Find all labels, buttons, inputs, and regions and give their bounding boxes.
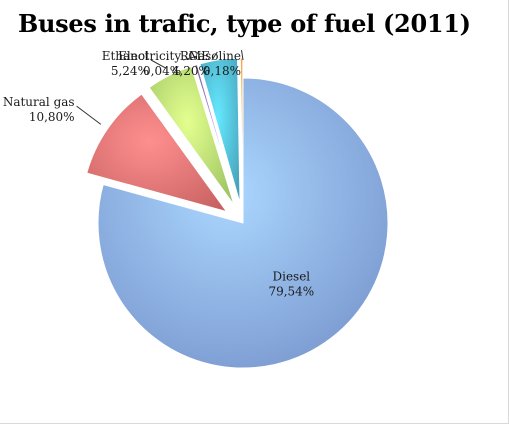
chart-title: Buses in trafic, type of fuel (2011) (18, 9, 471, 38)
pie-slice-ethanol (148, 65, 235, 206)
slice-name: Ethanol (102, 49, 149, 63)
slice-value: 0,04% (143, 64, 181, 78)
pie-slice-rme (199, 57, 241, 204)
slice-name: Electricity (118, 49, 181, 63)
leader-line-natural-gas (76, 105, 102, 125)
slice-label-natural-gas: Natural gas 10,80% (3, 95, 75, 124)
slice-name: Natural gas (3, 95, 75, 109)
leader-line-electricity (183, 56, 194, 61)
slice-name: Gasoline (188, 49, 241, 63)
slice-label-electricity: Electricity 0,04% (118, 49, 181, 78)
slice-value: 10,80% (29, 110, 75, 124)
slice-name: RME (180, 49, 210, 63)
pie-slice-natural-gas (86, 93, 228, 213)
pie-slice-gasoline (239, 57, 244, 204)
slice-value: 4,20% (172, 64, 210, 78)
leader-line-ethanol (150, 59, 167, 69)
slice-name: Diesel (272, 269, 310, 283)
slice-value: 5,24% (111, 64, 149, 78)
slice-label-gasoline: Gasoline 0,18% (188, 49, 241, 78)
slice-value: 0,18% (203, 64, 241, 78)
slice-label-diesel: Diesel 79,54% (268, 269, 314, 298)
slice-value: 79,54% (268, 284, 314, 298)
slice-label-rme: RME 4,20% (172, 49, 210, 78)
pie-slice-electricity (194, 63, 238, 204)
leader-line-gasoline (241, 49, 244, 61)
slice-label-ethanol: Ethanol 5,24% (102, 49, 149, 78)
pie-slice-diesel (97, 77, 389, 369)
leader-line-rme (211, 51, 218, 61)
